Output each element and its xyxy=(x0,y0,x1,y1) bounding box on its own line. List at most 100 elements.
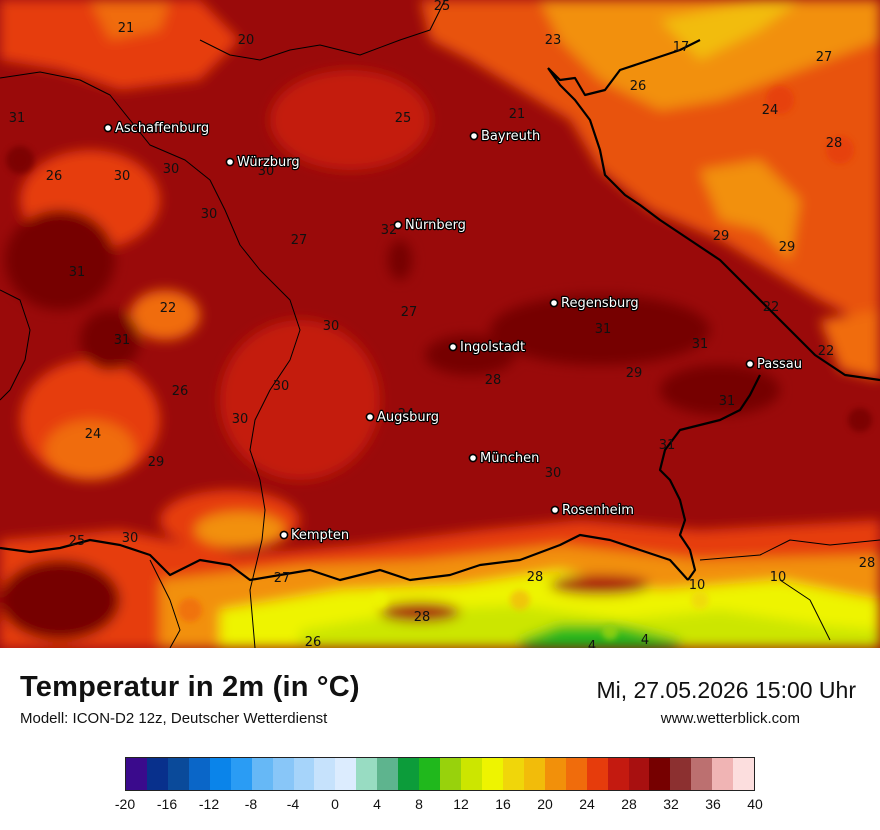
temperature-value: 27 xyxy=(291,233,308,248)
legend-swatch xyxy=(251,758,273,790)
city-label: Augsburg xyxy=(377,410,439,425)
temperature-values: 25 21 20 23 17 27 26 24 31 21 25 28 26 30 30 30 30 29 29 27… xyxy=(9,0,876,648)
city-label: Kempten xyxy=(291,528,349,543)
temperature-value: 10 xyxy=(689,578,706,593)
city-marker: Bayreuth xyxy=(469,128,541,145)
legend-swatch xyxy=(586,758,608,790)
temperature-value: 24 xyxy=(398,407,415,422)
temperature-value: 30 xyxy=(545,466,562,481)
city-dot xyxy=(103,123,113,133)
field-texture xyxy=(6,86,872,640)
city-label: Bayreuth xyxy=(481,129,540,144)
temperature-value: 31 xyxy=(114,333,131,348)
forecast-datetime: Mi, 27.05.2026 15:00 Uhr xyxy=(596,677,856,703)
legend-swatch xyxy=(712,758,734,790)
legend-swatch xyxy=(461,758,482,790)
temperature-value: 22 xyxy=(818,344,835,359)
temperature-value: 26 xyxy=(172,384,189,399)
city-label: Rosenheim xyxy=(562,503,634,518)
temperature-value: 23 xyxy=(545,33,562,48)
temperature-value: 25 xyxy=(395,111,412,126)
city-marker: Regensburg xyxy=(549,295,640,312)
temperature-value: 22 xyxy=(763,300,780,315)
temperature-value: 21 xyxy=(118,21,135,36)
legend-tick-label: -8 xyxy=(244,796,258,812)
legend-swatch xyxy=(230,758,252,790)
legend-swatch xyxy=(670,758,692,790)
legend-tick-label: -4 xyxy=(286,796,300,812)
temperature-value: 30 xyxy=(122,531,139,546)
temperature-value: 30 xyxy=(114,169,131,184)
website-link[interactable]: www.wetterblick.com xyxy=(660,710,800,727)
temperature-value: 26 xyxy=(305,635,322,648)
temperature-value: 31 xyxy=(659,438,676,453)
temperature-value: 28 xyxy=(826,136,843,151)
temperature-value: 25 xyxy=(69,534,86,549)
legend-swatch xyxy=(440,758,461,790)
legend-tick-label: 40 xyxy=(747,796,763,812)
legend-swatch xyxy=(565,758,587,790)
state-border xyxy=(149,539,880,648)
city-dot xyxy=(468,453,478,463)
color-scale-legend xyxy=(125,757,755,791)
temperature-value: 4 xyxy=(588,639,596,648)
legend-swatch xyxy=(293,758,315,790)
legend-tick-label: 16 xyxy=(495,796,511,812)
state-border xyxy=(0,289,31,401)
temperature-value: 10 xyxy=(770,570,787,585)
city-dot xyxy=(393,220,403,230)
city-dot xyxy=(745,359,755,369)
temperature-value: 21 xyxy=(509,107,526,122)
legend-tick-label: 8 xyxy=(415,796,423,812)
temperature-value: 32 xyxy=(381,223,398,238)
city-label: Passau xyxy=(757,357,802,372)
city-label: Regensburg xyxy=(561,296,639,311)
city-label: Nürnberg xyxy=(405,218,466,233)
temperature-value: 31 xyxy=(719,394,736,409)
city-marker: Kempten xyxy=(279,527,350,544)
city-dot xyxy=(365,412,375,422)
legend-swatch xyxy=(481,758,503,790)
legend-swatch xyxy=(649,758,671,790)
city-label: Würzburg xyxy=(237,155,300,170)
map-title: Temperatur in 2m (in °C) xyxy=(20,671,360,703)
temperature-value: 30 xyxy=(323,319,340,334)
temperature-value: 31 xyxy=(595,322,612,337)
temperature-value: 27 xyxy=(401,305,418,320)
city-marker: Passau xyxy=(745,356,803,373)
city-marker: Würzburg xyxy=(225,154,301,171)
city-label: Aschaffenburg xyxy=(115,121,209,136)
temperature-value: 31 xyxy=(69,265,86,280)
city-dot xyxy=(549,298,559,308)
legend-swatch xyxy=(209,758,231,790)
city-label: Ingolstadt xyxy=(460,340,525,355)
city-markers: Aschaffenburg Würzburg Bayreuth Nürnberg Reg… xyxy=(103,120,803,544)
temperature-value: 27 xyxy=(816,50,833,65)
temperature-map[interactable]: 25 21 20 23 17 27 26 24 31 21 25 28 26 30 30 30 30 29 29 27… xyxy=(0,0,880,648)
model-info: Modell: ICON-D2 12z, Deutscher Wetterdie… xyxy=(20,710,328,727)
city-marker: München xyxy=(468,450,541,467)
city-dot xyxy=(225,157,235,167)
legend-swatch xyxy=(628,758,650,790)
temperature-value: 29 xyxy=(713,229,730,244)
legend-swatch xyxy=(126,758,147,790)
city-dot xyxy=(279,530,289,540)
legend-swatch xyxy=(335,758,357,790)
state-border xyxy=(0,71,301,648)
temperature-value: 29 xyxy=(148,455,165,470)
legend-swatch xyxy=(523,758,545,790)
legend-swatch xyxy=(272,758,294,790)
city-marker: Ingolstadt xyxy=(448,339,526,356)
legend-tick-label: 32 xyxy=(663,796,679,812)
city-marker: Rosenheim xyxy=(550,502,635,519)
temperature-value: 26 xyxy=(46,169,63,184)
legend-tick-label: -16 xyxy=(156,796,178,812)
temperature-value: 28 xyxy=(527,570,544,585)
temperature-value: 20 xyxy=(238,33,255,48)
legend-tick-label: -20 xyxy=(114,796,136,812)
temperature-value: 24 xyxy=(762,103,779,118)
legend-tick-label: 4 xyxy=(373,796,381,812)
temperature-value: 29 xyxy=(626,366,643,381)
city-dot xyxy=(448,342,458,352)
temperature-value: 28 xyxy=(485,373,502,388)
